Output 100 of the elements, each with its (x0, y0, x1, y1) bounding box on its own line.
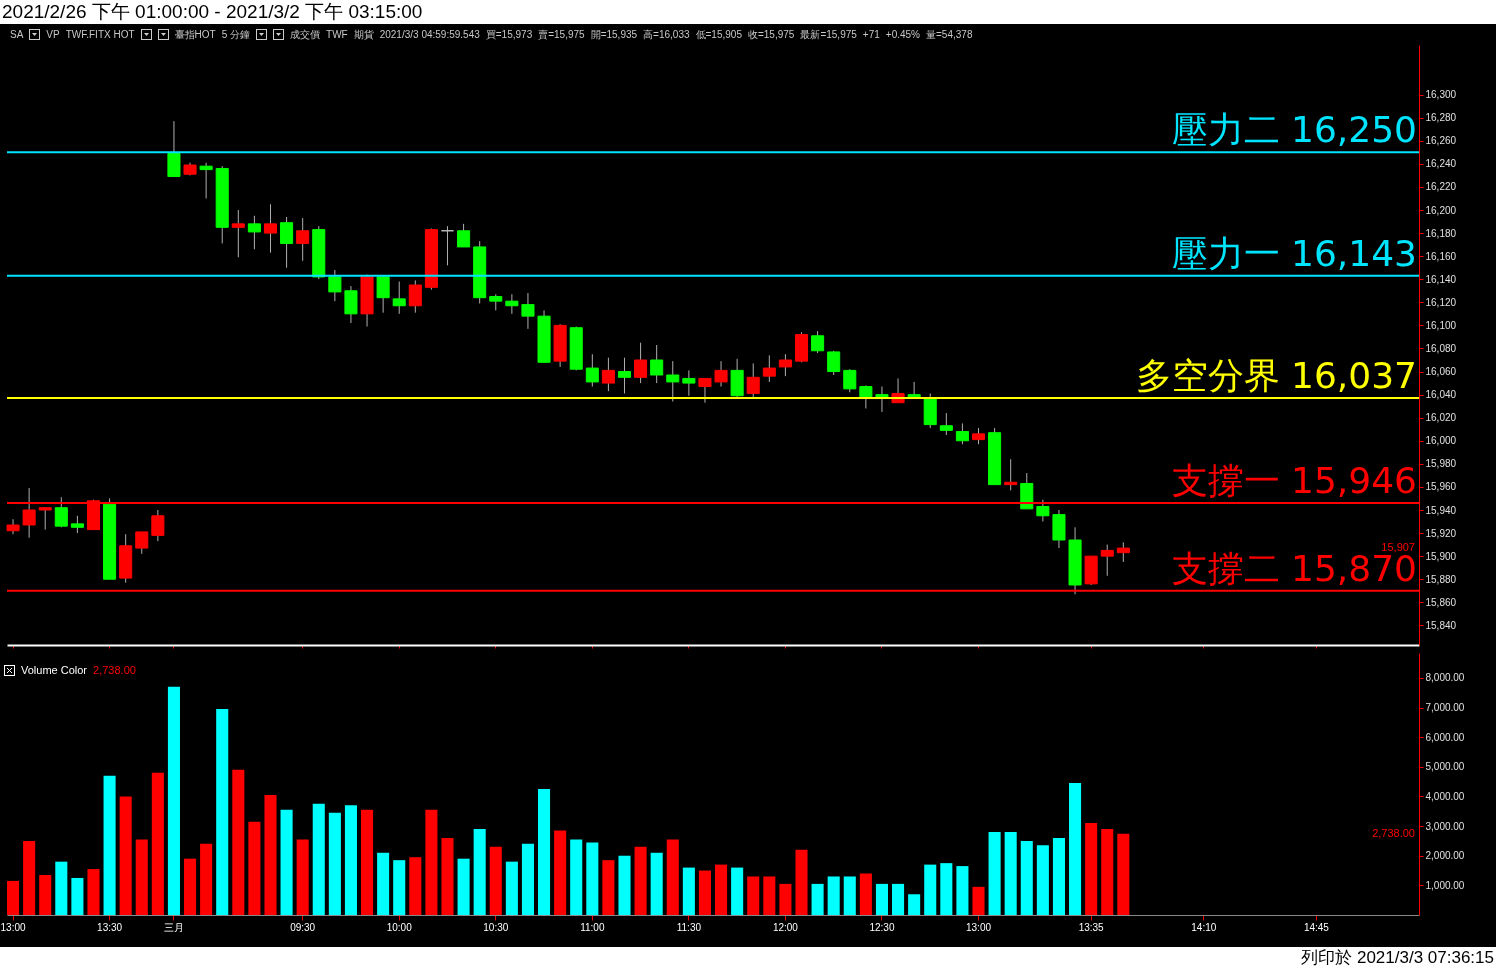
candlestick (811, 330, 825, 354)
y-tick-label: 16,280 (1425, 112, 1457, 124)
bar (1052, 837, 1065, 915)
y-tick-label: 16,100 (1425, 319, 1457, 331)
candlestick (585, 353, 599, 388)
text: 最新=15,975 (800, 27, 857, 42)
bar (698, 870, 711, 915)
bar (119, 796, 132, 915)
candlestick (457, 223, 471, 248)
bar (554, 830, 567, 915)
x-tick-label: 13:00 (965, 921, 992, 933)
y-tick-label: 15,920 (1425, 527, 1457, 539)
text: 成交價 (290, 27, 321, 42)
text: 量=54,378 (926, 27, 973, 42)
text: TWF.FITX HOT (65, 29, 135, 40)
ref-line-label: 支撐一 15,946 (1171, 460, 1417, 502)
bar (200, 843, 213, 915)
bar (988, 832, 1001, 915)
y-tick-label: 16,000 (1425, 435, 1457, 447)
bar (1036, 845, 1049, 915)
candlestick (907, 381, 921, 398)
bar (795, 849, 808, 915)
bar (216, 709, 229, 915)
bar (71, 877, 84, 915)
candlestick (601, 357, 615, 392)
bar (425, 809, 438, 915)
y-tick-label: 5,000.00 (1425, 761, 1465, 773)
bar (731, 867, 744, 915)
text: Volume Color (21, 664, 88, 676)
bar (811, 883, 824, 915)
candlestick (199, 162, 213, 199)
bar (715, 864, 728, 915)
text: SA (10, 29, 24, 40)
bar (859, 873, 872, 915)
x-tick-label: 14:10 (1191, 921, 1217, 933)
y-tick-label: 16,140 (1425, 273, 1457, 285)
y-tick-label: 6,000.00 (1425, 731, 1465, 743)
ref-line-label: 多空分界 16,037 (1135, 355, 1417, 397)
x-tick-label: 11:30 (676, 921, 702, 933)
bar (1117, 833, 1130, 915)
bar (570, 839, 583, 915)
candlestick (859, 384, 873, 409)
candlestick (344, 285, 358, 324)
annotation: 15,907 (1381, 541, 1415, 554)
text: +71 (862, 29, 880, 40)
bar (312, 803, 325, 915)
text: 列印於 2021/3/3 07:36:15 (0, 947, 1496, 969)
bar (843, 876, 856, 915)
bar (538, 789, 551, 915)
candlestick (6, 518, 20, 535)
text: 5 分鐘 (221, 27, 251, 42)
bar (441, 837, 454, 915)
bar (875, 883, 888, 915)
y-tick-label: 15,840 (1425, 619, 1457, 631)
candlestick (1100, 544, 1114, 577)
bar (586, 842, 599, 915)
text: TWF (326, 29, 348, 40)
bar (892, 883, 905, 915)
y-tick-label: 15,860 (1425, 596, 1457, 608)
candlestick (634, 342, 648, 384)
bar (505, 861, 518, 915)
candlestick (617, 357, 632, 394)
x-tick-label: 10:00 (386, 921, 413, 933)
bar (232, 769, 245, 915)
text: 期貨 (353, 27, 374, 42)
candlestick (231, 209, 245, 258)
y-tick-label: 3,000.00 (1425, 820, 1465, 832)
x-tick-label: 13:00 (0, 921, 26, 933)
bar (1101, 829, 1114, 915)
y-tick-label: 15,880 (1425, 573, 1457, 585)
candlestick (650, 344, 664, 384)
bar (87, 869, 100, 915)
bar (602, 860, 615, 915)
y-tick-label: 16,200 (1425, 204, 1457, 216)
candlestick (521, 292, 535, 330)
x-tick-label: 12:00 (772, 921, 799, 933)
candlestick (151, 509, 165, 542)
bar (23, 840, 36, 915)
bar (377, 852, 390, 915)
ref-line-label: 壓力一 16,143 (1171, 232, 1417, 274)
candlestick (440, 225, 455, 266)
text: 2021/3/3 04:59:59.543 (379, 29, 480, 40)
bar (280, 809, 293, 915)
annotation: 2,738.00 (93, 664, 136, 676)
x-tick-label: 10:30 (483, 921, 509, 933)
bar (618, 855, 631, 915)
bar (650, 852, 663, 915)
candlestick (955, 422, 969, 445)
y-tick-label: 16,180 (1425, 227, 1457, 239)
candlestick (280, 216, 294, 269)
bar (747, 876, 760, 915)
bar (634, 846, 647, 915)
bar (1020, 840, 1033, 915)
candlestick (939, 412, 953, 436)
chart-title: 2021/2/26 下午 01:00:00 - 2021/3/2 下午 03:15:00 (0, 0, 1496, 24)
bar (682, 867, 695, 915)
ref-line-label: 壓力二 16,250 (1171, 109, 1417, 151)
y-tick-label: 16,300 (1425, 89, 1457, 101)
candlestick (875, 386, 889, 413)
y-tick-label: 15,940 (1425, 504, 1457, 516)
